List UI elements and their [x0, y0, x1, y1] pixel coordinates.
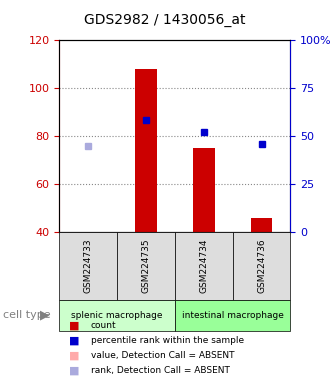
Bar [135, 69, 157, 232]
Text: intestinal macrophage: intestinal macrophage [182, 311, 283, 320]
Text: ■: ■ [69, 336, 80, 346]
Text: ■: ■ [69, 321, 80, 331]
Text: GSM224735: GSM224735 [142, 238, 150, 293]
Text: percentile rank within the sample: percentile rank within the sample [91, 336, 244, 345]
Text: ▶: ▶ [40, 309, 50, 322]
Text: value, Detection Call = ABSENT: value, Detection Call = ABSENT [91, 351, 234, 360]
Text: ■: ■ [69, 366, 80, 376]
Text: rank, Detection Call = ABSENT: rank, Detection Call = ABSENT [91, 366, 230, 375]
Text: splenic macrophage: splenic macrophage [71, 311, 163, 320]
Text: count: count [91, 321, 116, 330]
Text: ■: ■ [69, 351, 80, 361]
Bar [250, 218, 273, 232]
Text: GDS2982 / 1430056_at: GDS2982 / 1430056_at [84, 13, 246, 27]
Text: GSM224733: GSM224733 [84, 238, 93, 293]
Text: cell type: cell type [3, 310, 51, 320]
Bar [193, 148, 215, 232]
Text: GSM224734: GSM224734 [199, 239, 208, 293]
Text: GSM224736: GSM224736 [257, 238, 266, 293]
